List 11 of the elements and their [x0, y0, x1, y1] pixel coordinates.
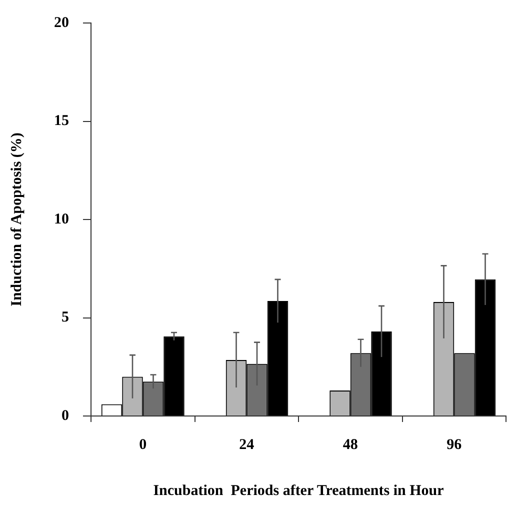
- y-tick-label: 15: [54, 113, 69, 130]
- y-axis-title: Induction of Apoptosis (%): [8, 132, 25, 306]
- x-axis-title: Incubation Periods after Treatments in Hour: [153, 482, 444, 499]
- y-tick-label: 20: [54, 14, 69, 31]
- x-tick-label: 24: [239, 436, 255, 453]
- x-tick-label: 0: [139, 436, 147, 453]
- y-tick-label: 0: [62, 408, 69, 424]
- y-tick-label: 10: [54, 211, 69, 228]
- x-tick-label: 48: [342, 436, 358, 453]
- x-tick-label: 96: [446, 436, 462, 453]
- y-tick-label: 5: [62, 310, 69, 326]
